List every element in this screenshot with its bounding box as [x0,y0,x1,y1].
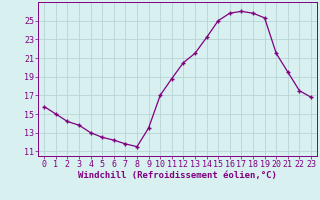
X-axis label: Windchill (Refroidissement éolien,°C): Windchill (Refroidissement éolien,°C) [78,171,277,180]
